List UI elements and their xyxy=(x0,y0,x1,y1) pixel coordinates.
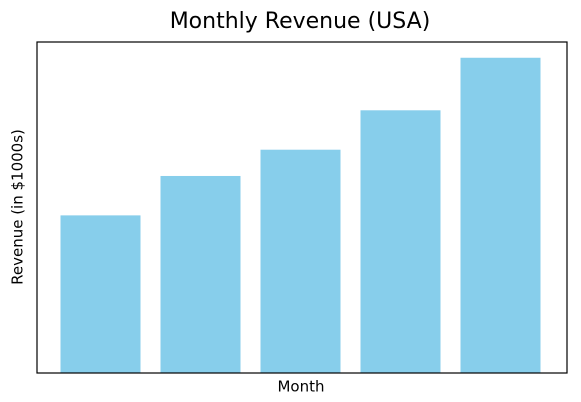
bar xyxy=(260,149,341,373)
bar xyxy=(60,215,141,373)
bar xyxy=(160,175,241,373)
y-axis-label: Revenue (in $1000s) xyxy=(9,129,27,285)
x-axis-label: Month xyxy=(277,378,324,396)
bar xyxy=(360,110,441,374)
plot-frame xyxy=(36,41,568,374)
bar xyxy=(460,57,541,374)
chart-title: Monthly Revenue (USA) xyxy=(170,9,431,34)
